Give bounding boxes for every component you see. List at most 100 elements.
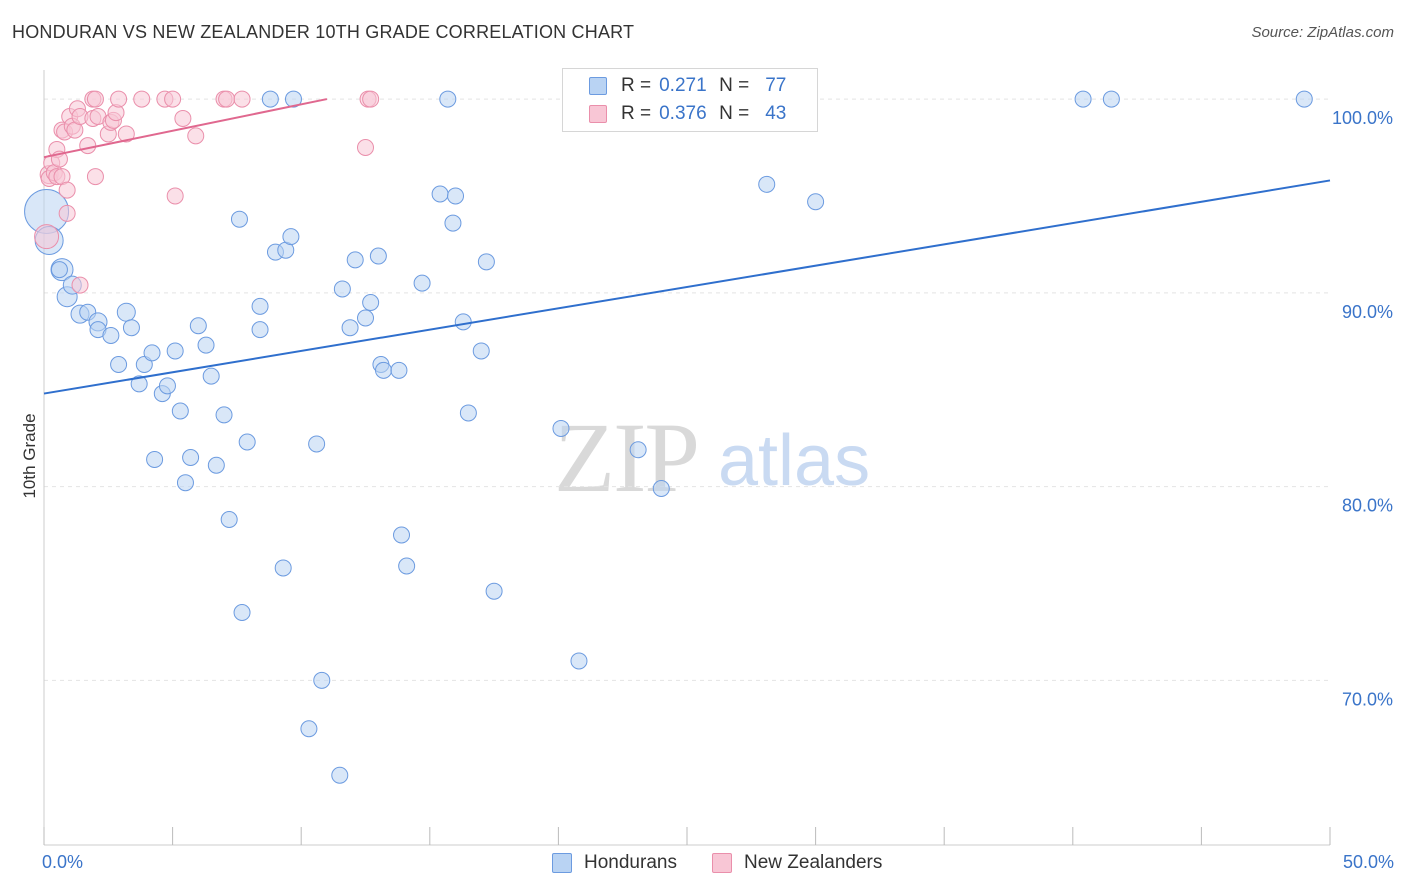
pink-swatch-icon — [712, 853, 732, 873]
honduran-point — [202, 367, 220, 385]
n-label: N = — [719, 75, 750, 96]
honduran-point — [284, 90, 302, 108]
new-zealander-point — [187, 127, 205, 145]
new-zealander-point — [58, 204, 76, 222]
honduran-point — [393, 526, 411, 544]
r-label: R = — [621, 103, 652, 124]
blue-swatch-icon — [552, 853, 572, 873]
honduran-point — [570, 652, 588, 670]
honduran-point — [308, 435, 326, 453]
honduran-trendline — [43, 179, 1331, 395]
honduran-point — [189, 317, 207, 335]
honduran-point — [390, 361, 408, 379]
n-value: 77 — [765, 75, 787, 96]
y-tick-label: 90.0% — [1342, 302, 1393, 322]
chart-title: HONDURAN VS NEW ZEALANDER 10TH GRADE COR… — [12, 22, 635, 42]
honduran-point — [552, 419, 570, 437]
honduran-point — [207, 456, 225, 474]
r-value: 0.271 — [659, 75, 707, 96]
watermark-atlas: atlas — [718, 421, 871, 501]
honduran-point — [116, 302, 136, 322]
x-tick-label-min: 0.0% — [42, 852, 84, 872]
honduran-point — [176, 474, 194, 492]
honduran-point — [459, 404, 477, 422]
y-tick-label: 100.0% — [1332, 108, 1393, 128]
honduran-point — [274, 559, 292, 577]
honduran-point — [110, 356, 128, 373]
honduran-point — [313, 671, 331, 689]
blue-swatch-icon — [589, 77, 607, 95]
r-value: 0.376 — [659, 103, 707, 124]
y-tick-label: 70.0% — [1342, 689, 1393, 709]
honduran-point — [251, 321, 269, 339]
honduran-point — [197, 336, 215, 354]
honduran-point — [143, 344, 161, 362]
legend-item-new-zealanders[interactable]: New Zealanders — [712, 852, 882, 874]
honduran-point — [1074, 90, 1092, 108]
new-zealander-point — [357, 139, 374, 156]
new-zealander-point — [166, 187, 184, 205]
pink-swatch-icon — [589, 105, 607, 123]
honduran-point — [233, 604, 251, 621]
honduran-point — [158, 377, 176, 395]
honduran-point — [472, 342, 490, 360]
honduran-point — [362, 294, 380, 311]
stats-legend-row-new-zealanders: R = 0.376 N = 43 — [589, 100, 786, 128]
watermark-zip: ZIP — [554, 402, 700, 513]
new-zealander-point — [233, 90, 251, 108]
honduran-point — [146, 450, 164, 468]
new-zealander-point — [34, 224, 60, 250]
honduran-point — [485, 582, 503, 600]
honduran-point — [300, 720, 318, 738]
legend-label-new-zealanders: New Zealanders — [744, 852, 883, 873]
honduran-point — [447, 187, 465, 205]
y-tick-label: 80.0% — [1342, 496, 1393, 516]
honduran-point — [238, 433, 256, 451]
honduran-point — [1102, 90, 1120, 108]
honduran-point — [182, 449, 200, 466]
honduran-point — [652, 480, 670, 497]
new-zealander-point — [218, 90, 236, 108]
honduran-point — [807, 193, 825, 211]
honduran-point — [398, 557, 416, 575]
honduran-point — [122, 319, 140, 337]
stats-legend-row-hondurans: R = 0.271 N = 77 — [589, 72, 786, 100]
honduran-point — [454, 313, 472, 331]
honduran-point — [130, 375, 148, 393]
new-zealander-point — [79, 137, 97, 155]
r-label: R = — [621, 75, 652, 96]
honduran-point — [220, 511, 238, 528]
honduran-point — [477, 253, 495, 271]
honduran-point — [375, 361, 393, 379]
new-zealander-point — [133, 90, 151, 108]
new-zealander-point — [174, 109, 192, 127]
legend-label-hondurans: Hondurans — [584, 852, 677, 873]
honduran-point — [758, 175, 776, 193]
honduran-point — [166, 342, 184, 360]
honduran-point — [282, 228, 300, 246]
source-label: Source: ZipAtlas.com — [1251, 24, 1394, 41]
new-zealander-point — [110, 90, 128, 108]
honduran-point — [333, 280, 351, 298]
honduran-point — [341, 319, 359, 337]
honduran-point — [215, 406, 233, 424]
honduran-point — [1295, 90, 1313, 108]
honduran-point — [629, 441, 647, 459]
honduran-point — [50, 261, 68, 279]
honduran-point — [230, 210, 248, 228]
y-axis-label: 10th Grade — [20, 413, 39, 499]
honduran-point — [171, 402, 189, 420]
legend-item-hondurans[interactable]: Hondurans — [552, 852, 677, 874]
new-zealander-point — [117, 125, 135, 143]
honduran-point — [444, 214, 462, 232]
honduran-point — [357, 309, 374, 327]
new-zealander-point — [58, 181, 76, 199]
honduran-point — [331, 766, 349, 784]
new-zealander-point — [164, 90, 182, 108]
honduran-point — [439, 90, 457, 108]
honduran-point — [251, 297, 269, 315]
new-zealander-point — [86, 90, 104, 108]
n-value: 43 — [765, 103, 787, 124]
honduran-point — [102, 326, 120, 344]
